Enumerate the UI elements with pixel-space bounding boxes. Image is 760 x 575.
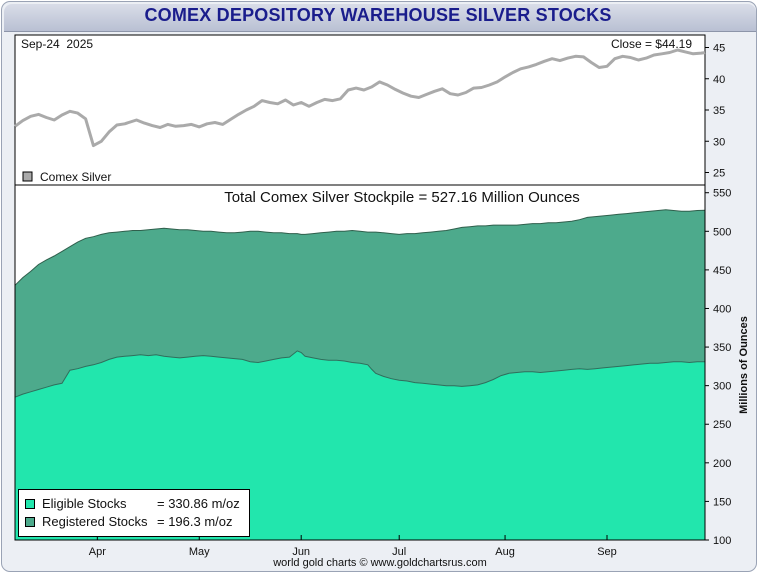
price-y-tick-label: 45 bbox=[713, 43, 725, 55]
stock-y-tick-label: 300 bbox=[713, 381, 731, 393]
price-legend-label: Comex Silver bbox=[40, 170, 111, 184]
stock-legend: Eligible Stocks = 330.86 m/oz Registered… bbox=[18, 489, 250, 537]
stock-y-tick-label: 100 bbox=[713, 535, 731, 547]
price-close-label: Close = $44.19 bbox=[611, 37, 692, 51]
stock-x-tick-label: Sep bbox=[597, 546, 617, 558]
stock-y-tick-label: 550 bbox=[713, 188, 731, 200]
footer-credit: world gold charts © www.goldchartsrus.co… bbox=[273, 557, 487, 569]
stock-y-tick-label: 200 bbox=[713, 458, 731, 470]
registered-value: = 196.3 m/oz bbox=[157, 514, 233, 529]
eligible-label: Eligible Stocks bbox=[42, 496, 127, 511]
stock-panel-border bbox=[14, 184, 706, 541]
price-y-tick-label: 40 bbox=[713, 74, 725, 86]
price-date-label: Sep-24 2025 bbox=[21, 37, 93, 51]
price-panel bbox=[14, 34, 706, 186]
chart-title: COMEX DEPOSITORY WAREHOUSE SILVER STOCKS bbox=[144, 5, 612, 25]
stock-x-tick-label: Aug bbox=[495, 546, 515, 558]
stock-y-tick-label: 400 bbox=[713, 303, 731, 315]
y-axis-label: Millions of Ounces bbox=[738, 316, 750, 414]
stock-y-tick-label: 450 bbox=[713, 265, 731, 277]
price-line bbox=[14, 48, 706, 148]
price-y-tick-label: 30 bbox=[713, 136, 725, 148]
price-y-tick-label: 35 bbox=[713, 105, 725, 117]
eligible-value: = 330.86 m/oz bbox=[157, 496, 240, 511]
registered-label: Registered Stocks bbox=[42, 514, 148, 529]
title-bar bbox=[4, 4, 756, 32]
stock-y-tick-label: 150 bbox=[713, 496, 731, 508]
stock-y-tick-label: 350 bbox=[713, 342, 731, 354]
stock-x-tick-label: May bbox=[189, 546, 210, 558]
price-y-tick-label: 25 bbox=[713, 168, 725, 180]
stock-x-tick-label: Jul bbox=[392, 546, 406, 558]
stock-x-tick-label: Apr bbox=[89, 546, 106, 558]
registered-swatch bbox=[25, 517, 35, 527]
stock-chart-title: Total Comex Silver Stockpile = 527.16 Mi… bbox=[224, 189, 580, 206]
price-legend-swatch bbox=[22, 171, 33, 182]
stock-y-tick-label: 500 bbox=[713, 226, 731, 238]
stock-y-tick-label: 250 bbox=[713, 419, 731, 431]
stock-x-tick-label: Jun bbox=[292, 546, 310, 558]
eligible-swatch bbox=[25, 499, 35, 509]
